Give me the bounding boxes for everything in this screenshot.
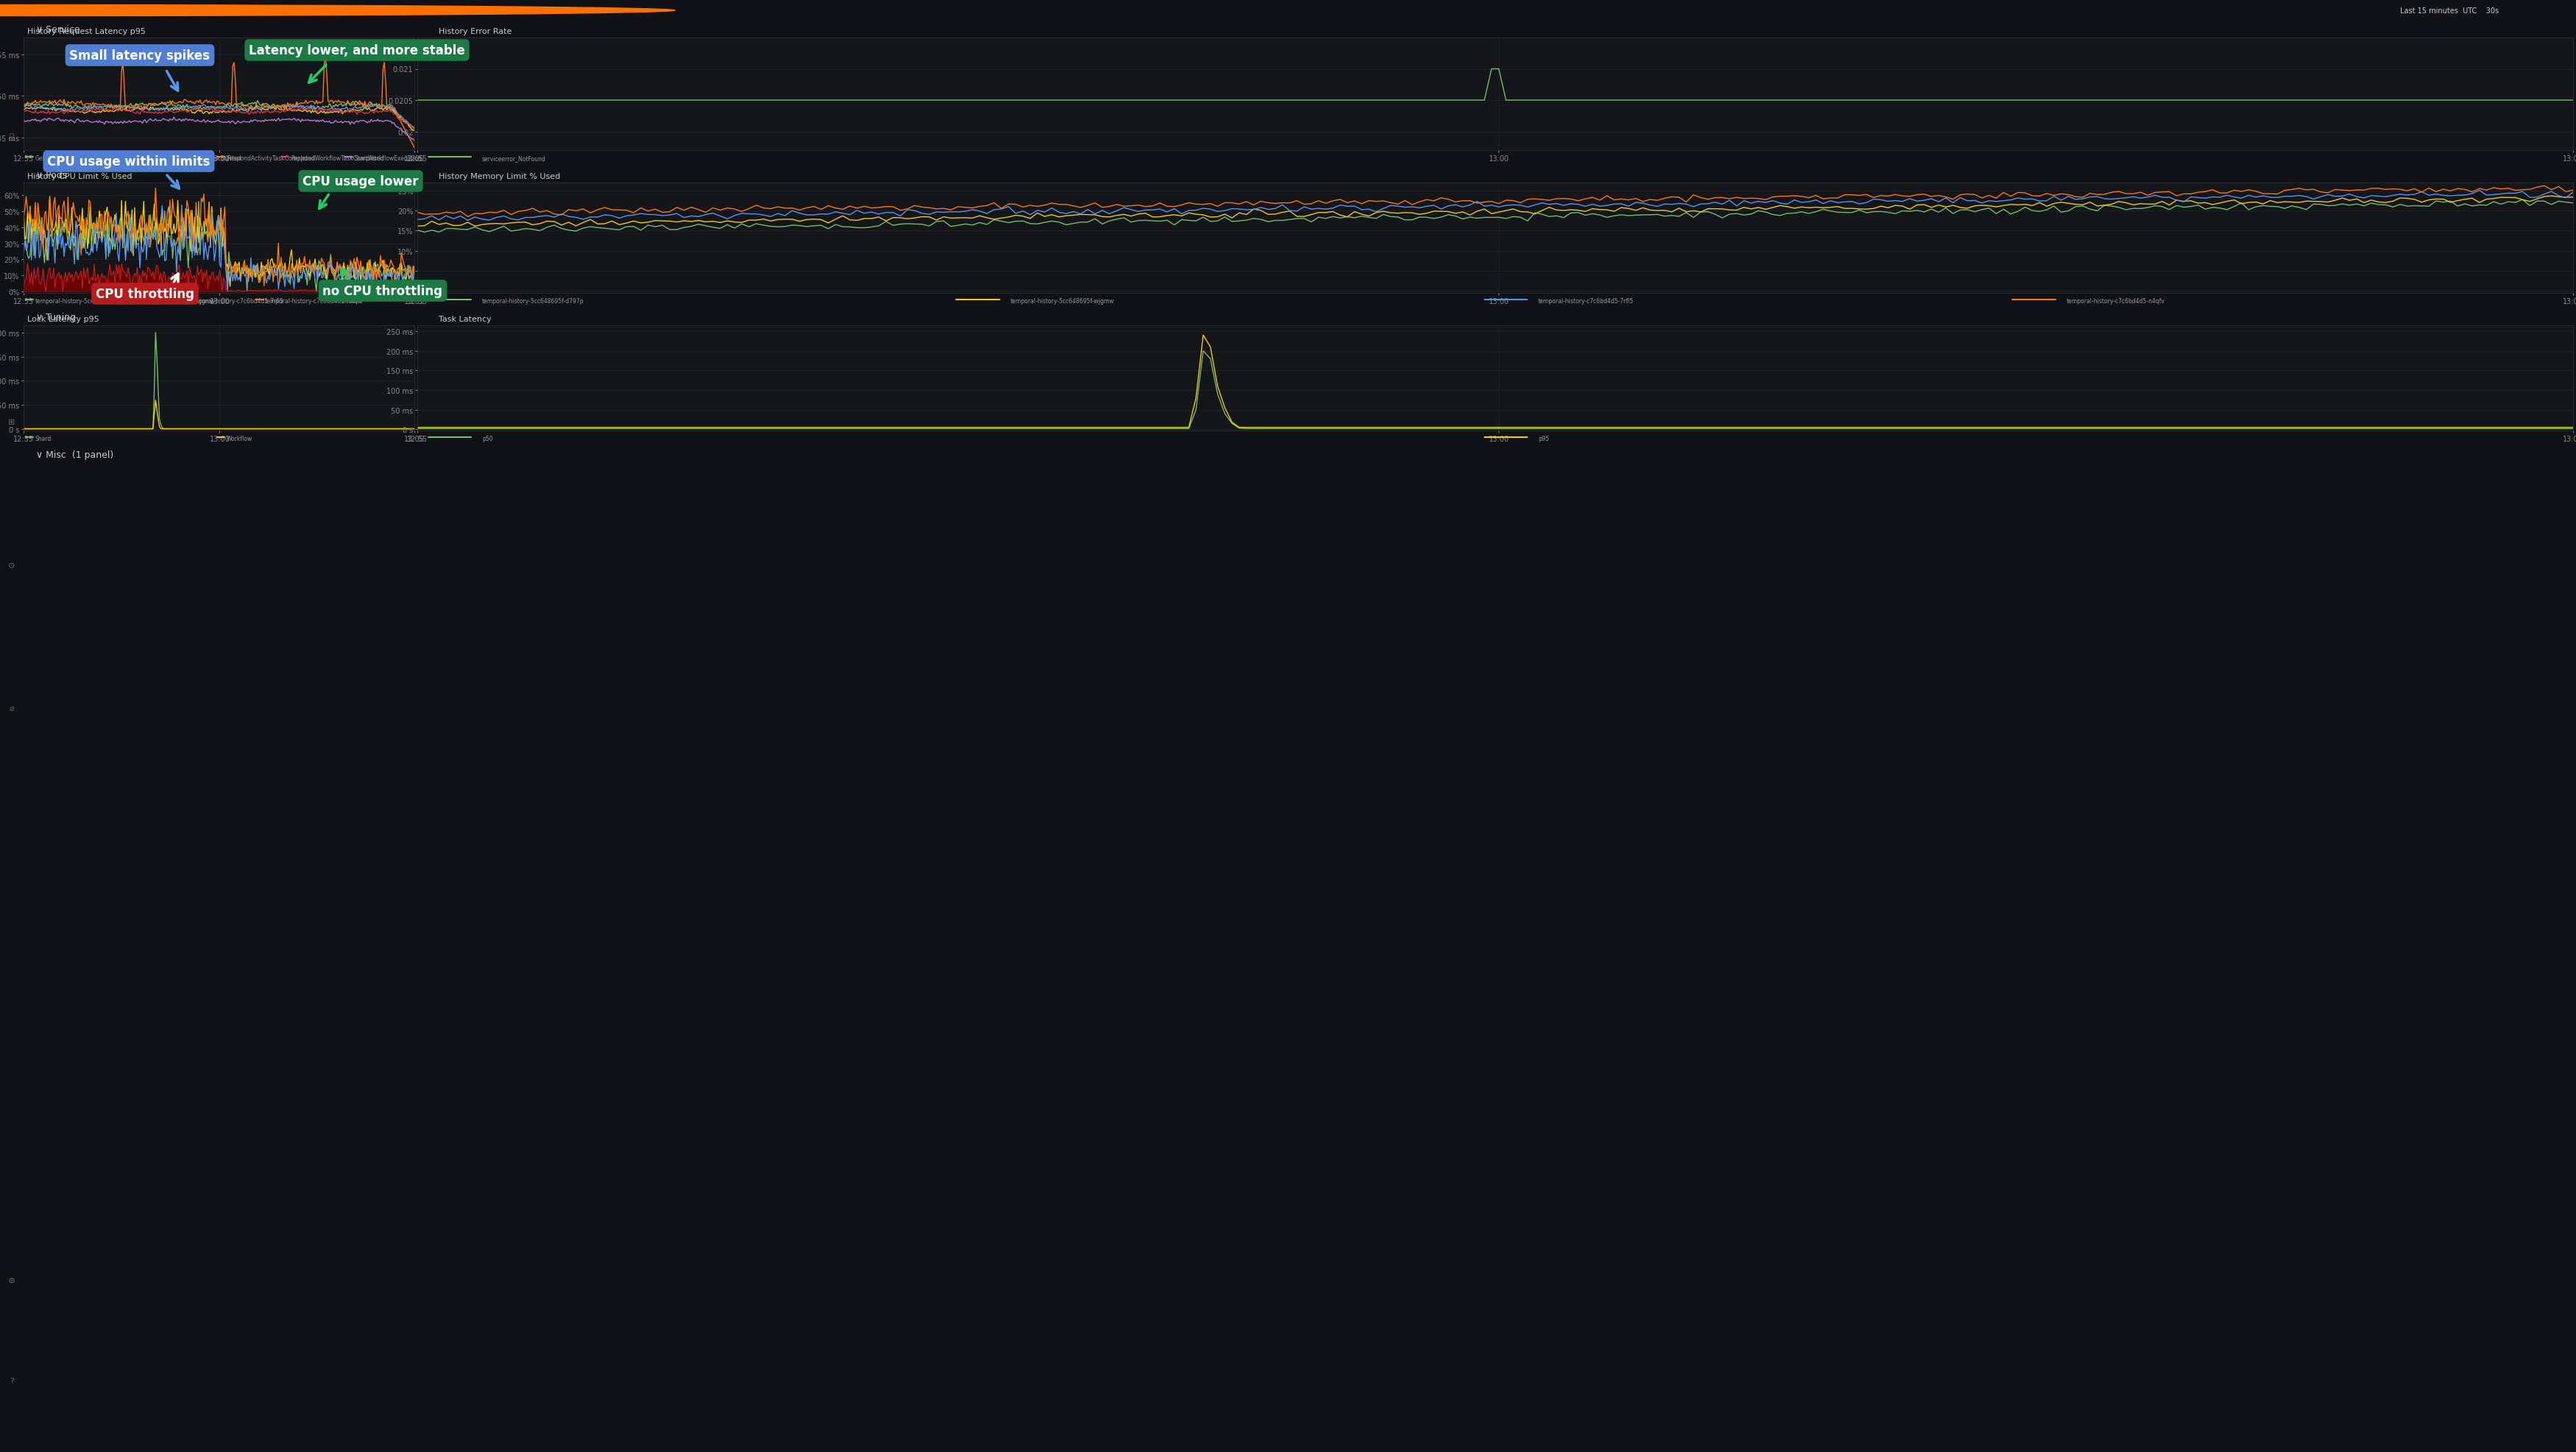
Text: ⌕: ⌕ [10, 132, 15, 141]
Text: History CPU Limit % Used: History CPU Limit % Used [28, 173, 131, 180]
Text: Last 15 minutes  UTC    30s: Last 15 minutes UTC 30s [2401, 7, 2499, 15]
Text: Latency lower, and more stable: Latency lower, and more stable [250, 44, 466, 58]
Text: Small latency spikes: Small latency spikes [70, 49, 211, 62]
Text: temporal-history-c7c6bd4d5-7rfl5: temporal-history-c7c6bd4d5-7rfl5 [188, 298, 283, 305]
Text: temporal-history-c7c6bd4d5-7rfl5: temporal-history-c7c6bd4d5-7rfl5 [1538, 298, 1633, 305]
Text: RespondWorkflowTaskCompleted: RespondWorkflowTaskCompleted [291, 155, 384, 163]
Text: throttle: throttle [343, 298, 363, 305]
Text: no CPU throttling: no CPU throttling [322, 285, 443, 298]
Text: ∨ Pods: ∨ Pods [36, 170, 67, 180]
Text: CPU throttling: CPU throttling [95, 287, 193, 301]
Text: ⊙: ⊙ [8, 562, 15, 569]
Text: ⌀: ⌀ [10, 704, 15, 711]
Text: p95: p95 [1538, 436, 1548, 443]
Text: temporal-history-5cc648695f-d797p: temporal-history-5cc648695f-d797p [36, 298, 137, 305]
Text: p50: p50 [482, 436, 492, 443]
Circle shape [0, 6, 675, 16]
Text: serviceerror_NotFound: serviceerror_NotFound [482, 155, 546, 163]
Text: Workflow: Workflow [227, 436, 252, 443]
Text: ☆: ☆ [8, 276, 15, 283]
Text: RespondActivityTaskCompleted: RespondActivityTaskCompleted [227, 155, 314, 163]
Text: History Memory Limit % Used: History Memory Limit % Used [438, 173, 562, 180]
Text: History Request Latency p95: History Request Latency p95 [28, 28, 147, 36]
Text: ∨ Misc  (1 panel): ∨ Misc (1 panel) [36, 450, 113, 460]
Text: Shard: Shard [36, 436, 52, 443]
Text: CPU usage lower: CPU usage lower [304, 176, 417, 189]
Text: ⊞: ⊞ [8, 418, 15, 425]
Text: RecordWorkflowTaskStarted: RecordWorkflowTaskStarted [162, 155, 242, 163]
Text: temporal-history-5cc648695f-wjgmw: temporal-history-5cc648695f-wjgmw [1010, 298, 1113, 305]
Text: GetMutableState: GetMutableState [36, 155, 82, 163]
Text: ∨ Service: ∨ Service [36, 25, 80, 35]
Text: temporal-history-5cc648695f-wjgmw: temporal-history-5cc648695f-wjgmw [111, 298, 216, 305]
Text: ?: ? [10, 1376, 13, 1384]
Text: Task Latency: Task Latency [438, 317, 492, 324]
Text: ∨ Tuning: ∨ Tuning [36, 314, 77, 322]
Text: temporal-history-c7c6bd4d5-n4qfv: temporal-history-c7c6bd4d5-n4qfv [265, 298, 363, 305]
Text: Lock Latency p95: Lock Latency p95 [28, 317, 100, 324]
Text: StartWorkflowExecution: StartWorkflowExecution [355, 155, 422, 163]
Text: ⚙: ⚙ [8, 1276, 15, 1284]
Text: temporal-history-5cc648695f-d797p: temporal-history-5cc648695f-d797p [482, 298, 585, 305]
Text: RecordActivityTaskStarted: RecordActivityTaskStarted [98, 155, 173, 163]
Text: History Error Rate: History Error Rate [438, 28, 513, 36]
Text: temporal-history-c7c6bd4d5-n4qfv: temporal-history-c7c6bd4d5-n4qfv [2066, 298, 2164, 305]
Text: ⋮⋮ Temporal / Soak Test - History  ⌘: ⋮⋮ Temporal / Soak Test - History ⌘ [64, 7, 219, 15]
Text: CPU usage within limits: CPU usage within limits [46, 155, 211, 168]
